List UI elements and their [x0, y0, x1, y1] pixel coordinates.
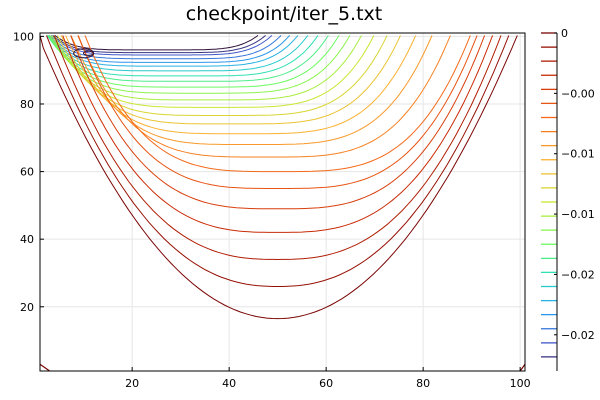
- plot-frame: [39, 32, 526, 372]
- chart-title: checkpoint/iter_5.txt: [186, 3, 383, 25]
- contour-line: [46, 35, 510, 287]
- contour-line: [48, 35, 340, 88]
- corner-contour: [39, 363, 51, 372]
- contour-line: [84, 35, 471, 173]
- x-tick-label: 60: [319, 377, 333, 390]
- contour-line: [54, 34, 259, 51]
- grid: [40, 33, 525, 371]
- eddy-contour: [83, 50, 94, 56]
- y-tick-label: 60: [20, 166, 34, 179]
- y-tick-label: 40: [20, 233, 34, 246]
- contour-line: [52, 35, 266, 54]
- y-tick-label: 100: [13, 30, 34, 43]
- x-tick-label: 20: [125, 377, 139, 390]
- x-tick-label: 40: [222, 377, 236, 390]
- contour-line: [49, 35, 282, 60]
- y-tick-label: 80: [20, 98, 34, 111]
- contour-line: [39, 35, 518, 320]
- colorbar-tick-label: −0.00: [561, 87, 595, 100]
- contour-line: [46, 35, 319, 77]
- colorbar-tick-label: −0.02: [561, 329, 595, 342]
- colorbar-tick-label: −0.01: [561, 208, 595, 221]
- contour-line: [53, 35, 375, 108]
- contour-line: [50, 35, 273, 56]
- x-axis: 20 40 60 80 100: [125, 367, 531, 390]
- x-tick-label: 100: [510, 377, 531, 390]
- contour-line: [46, 35, 309, 72]
- corner-contour: [519, 363, 526, 372]
- colorbar: 0 −0.00 −0.01 −0.01 −0.02 −0.02: [541, 27, 595, 371]
- colorbar-tick-label: −0.01: [561, 148, 595, 161]
- contour-line: [70, 35, 433, 145]
- contour-line: [77, 35, 478, 189]
- y-axis: 20 40 60 80 100: [13, 30, 44, 314]
- y-tick-label: 20: [20, 301, 34, 314]
- contour-line: [53, 35, 502, 261]
- contour-line: [60, 35, 401, 125]
- colorbar-tick-label: 0: [561, 27, 568, 40]
- contour-line: [47, 35, 329, 82]
- contour-lines: [39, 34, 526, 372]
- x-tick-label: 80: [416, 377, 430, 390]
- colorbar-tick-label: −0.02: [561, 268, 595, 281]
- contour-line: [70, 35, 486, 210]
- contour-line: [77, 35, 451, 158]
- contour-line: [51, 35, 362, 101]
- contour-line: [62, 35, 494, 233]
